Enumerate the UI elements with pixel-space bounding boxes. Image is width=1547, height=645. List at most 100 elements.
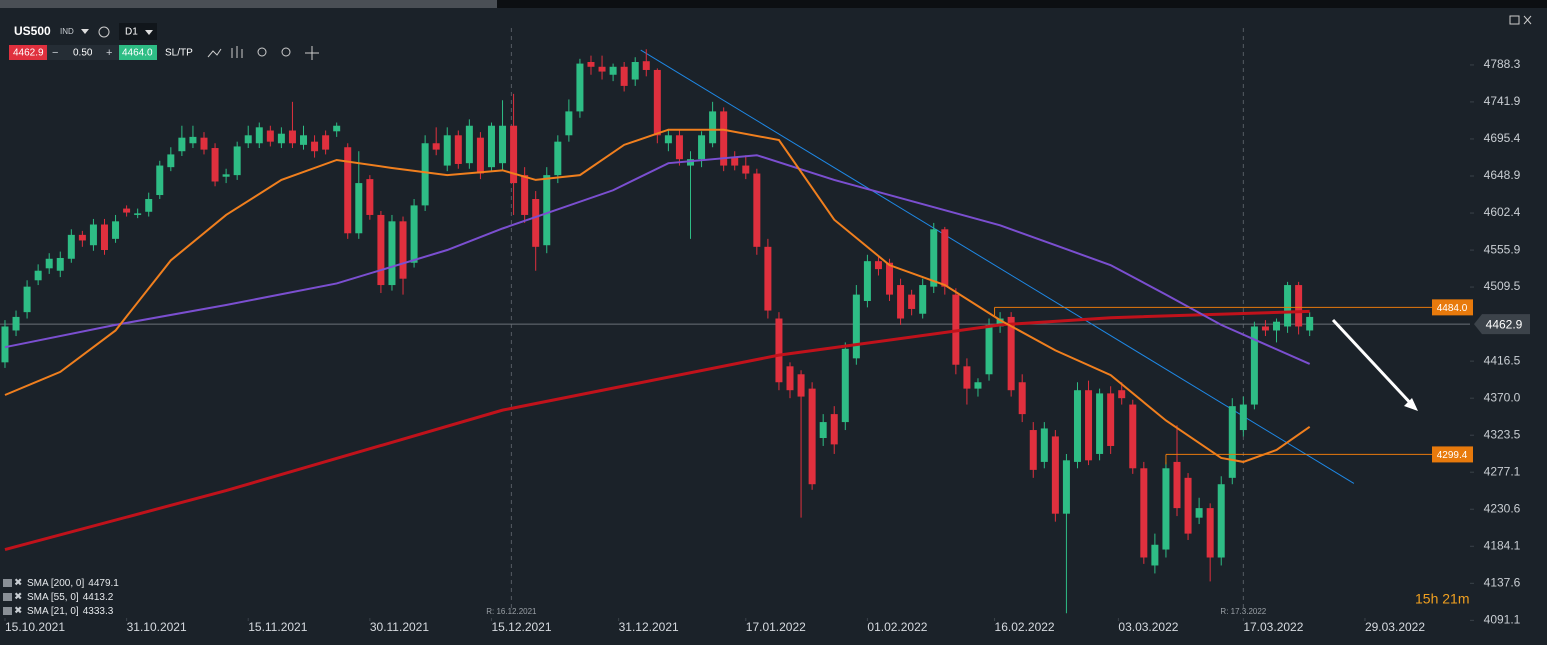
- candle-body: [941, 229, 949, 287]
- x-tick-label: 03.03.2022: [1118, 620, 1178, 634]
- sltp[interactable]: SL/TP: [165, 48, 193, 59]
- candle-body: [189, 136, 197, 144]
- candle-body: [1073, 390, 1081, 462]
- legend-value: 4479.1: [88, 578, 119, 589]
- candle-body: [12, 316, 20, 331]
- candle-body: [244, 135, 252, 144]
- candle-body: [167, 154, 175, 168]
- buy-box[interactable]: [119, 45, 157, 60]
- sma-line: [4, 154, 1311, 365]
- legend-remove: ✖: [14, 606, 22, 617]
- candle-body: [355, 183, 363, 234]
- candle-body: [653, 69, 661, 136]
- candle-body: [1, 326, 9, 363]
- candle-body: [78, 234, 86, 241]
- y-tick-label: 4277.1: [1484, 464, 1521, 478]
- buy-price[interactable]: 4464.0: [122, 48, 153, 59]
- legend-name: SMA [21, 0]: [27, 606, 79, 617]
- candle-body: [919, 285, 927, 314]
- x-tick-label: 31.12.2021: [619, 620, 679, 634]
- candle-body: [908, 294, 916, 309]
- candle-body: [1217, 484, 1225, 558]
- sell-price[interactable]: 4462.9: [13, 48, 44, 59]
- candle-body: [211, 148, 219, 182]
- candle-body: [1140, 468, 1148, 558]
- current-price-label: 4462.9: [1486, 317, 1523, 331]
- candle-body: [1107, 393, 1115, 446]
- candle-body: [1195, 508, 1203, 518]
- x-tick-label: 17.01.2022: [746, 620, 806, 634]
- candle-body: [1007, 316, 1015, 391]
- candle-body: [255, 127, 263, 144]
- x-tick-label: 29.03.2022: [1365, 620, 1425, 634]
- candle-body: [311, 141, 319, 152]
- candle-body: [985, 324, 993, 375]
- candle-body: [1239, 404, 1247, 431]
- candle-body: [1261, 326, 1269, 331]
- legend-icon: [3, 607, 12, 615]
- sma-line: [4, 128, 1311, 463]
- candle-body: [1018, 382, 1026, 415]
- info-icon[interactable]: [98, 26, 110, 38]
- line-tool[interactable]: [207, 48, 222, 58]
- candle-body: [1096, 393, 1104, 454]
- candle-body: [45, 258, 53, 269]
- y-tick-label: 4741.9: [1484, 94, 1521, 108]
- candle-body: [576, 63, 584, 112]
- timeframe-box[interactable]: [119, 23, 157, 40]
- candle-body: [322, 135, 330, 150]
- candle-body: [1250, 326, 1258, 405]
- candle-body: [288, 130, 296, 144]
- zoom-in[interactable]: [281, 47, 291, 57]
- candle-body: [1129, 404, 1137, 469]
- candle-body: [1029, 430, 1037, 470]
- candle-body: [123, 208, 131, 213]
- candle-body: [89, 224, 97, 246]
- x-tick-label: 16.02.2022: [995, 620, 1055, 634]
- candle-body: [1184, 477, 1192, 534]
- candle-tool[interactable]: [231, 46, 243, 58]
- minus[interactable]: −: [52, 47, 58, 59]
- candle-body: [930, 229, 938, 287]
- legend-value: 4333.3: [83, 606, 114, 617]
- candle-body: [1118, 390, 1126, 399]
- candle-body: [852, 294, 860, 359]
- y-tick-label: 4091.1: [1484, 613, 1521, 627]
- candle-body: [1284, 285, 1292, 327]
- candle-body: [753, 173, 761, 247]
- candle-body: [377, 214, 385, 286]
- candle-body: [598, 66, 606, 72]
- zoom-out[interactable]: [257, 47, 267, 57]
- candle-body: [454, 135, 462, 164]
- y-tick-label: 4416.5: [1484, 353, 1521, 367]
- candle-body: [1051, 436, 1059, 514]
- candle-body: [897, 285, 905, 319]
- y-tick-label: 4184.1: [1484, 538, 1521, 552]
- sma-line: [4, 309, 1310, 551]
- x-tick-label: 31.10.2021: [127, 620, 187, 634]
- candle-body: [476, 137, 484, 174]
- legend-remove: ✖: [14, 592, 22, 603]
- x-tick-label: 15.10.2021: [5, 620, 65, 634]
- candle-body: [686, 159, 694, 166]
- dropdown[interactable]: [145, 30, 153, 35]
- plus[interactable]: +: [106, 47, 112, 59]
- timeframe[interactable]: D1: [125, 27, 138, 38]
- candle-body: [664, 135, 672, 144]
- symbol[interactable]: US500: [14, 24, 51, 38]
- y-tick-label: 4788.3: [1484, 57, 1521, 71]
- dropdown[interactable]: [81, 29, 89, 34]
- top-strip: [0, 0, 497, 8]
- candle-body: [731, 157, 739, 166]
- candle-body: [543, 175, 551, 246]
- candle-body: [819, 422, 827, 439]
- x-tick-label: 30.11.2021: [370, 620, 429, 634]
- candle-body: [830, 414, 838, 445]
- legend-name: SMA [55, 0]: [27, 592, 79, 603]
- maximize[interactable]: [1509, 15, 1520, 25]
- pan-tool[interactable]: [305, 46, 319, 60]
- candle-body: [333, 125, 341, 132]
- close[interactable]: [1523, 15, 1532, 25]
- y-tick-label: 4509.5: [1484, 279, 1521, 293]
- sell-box[interactable]: [9, 45, 47, 60]
